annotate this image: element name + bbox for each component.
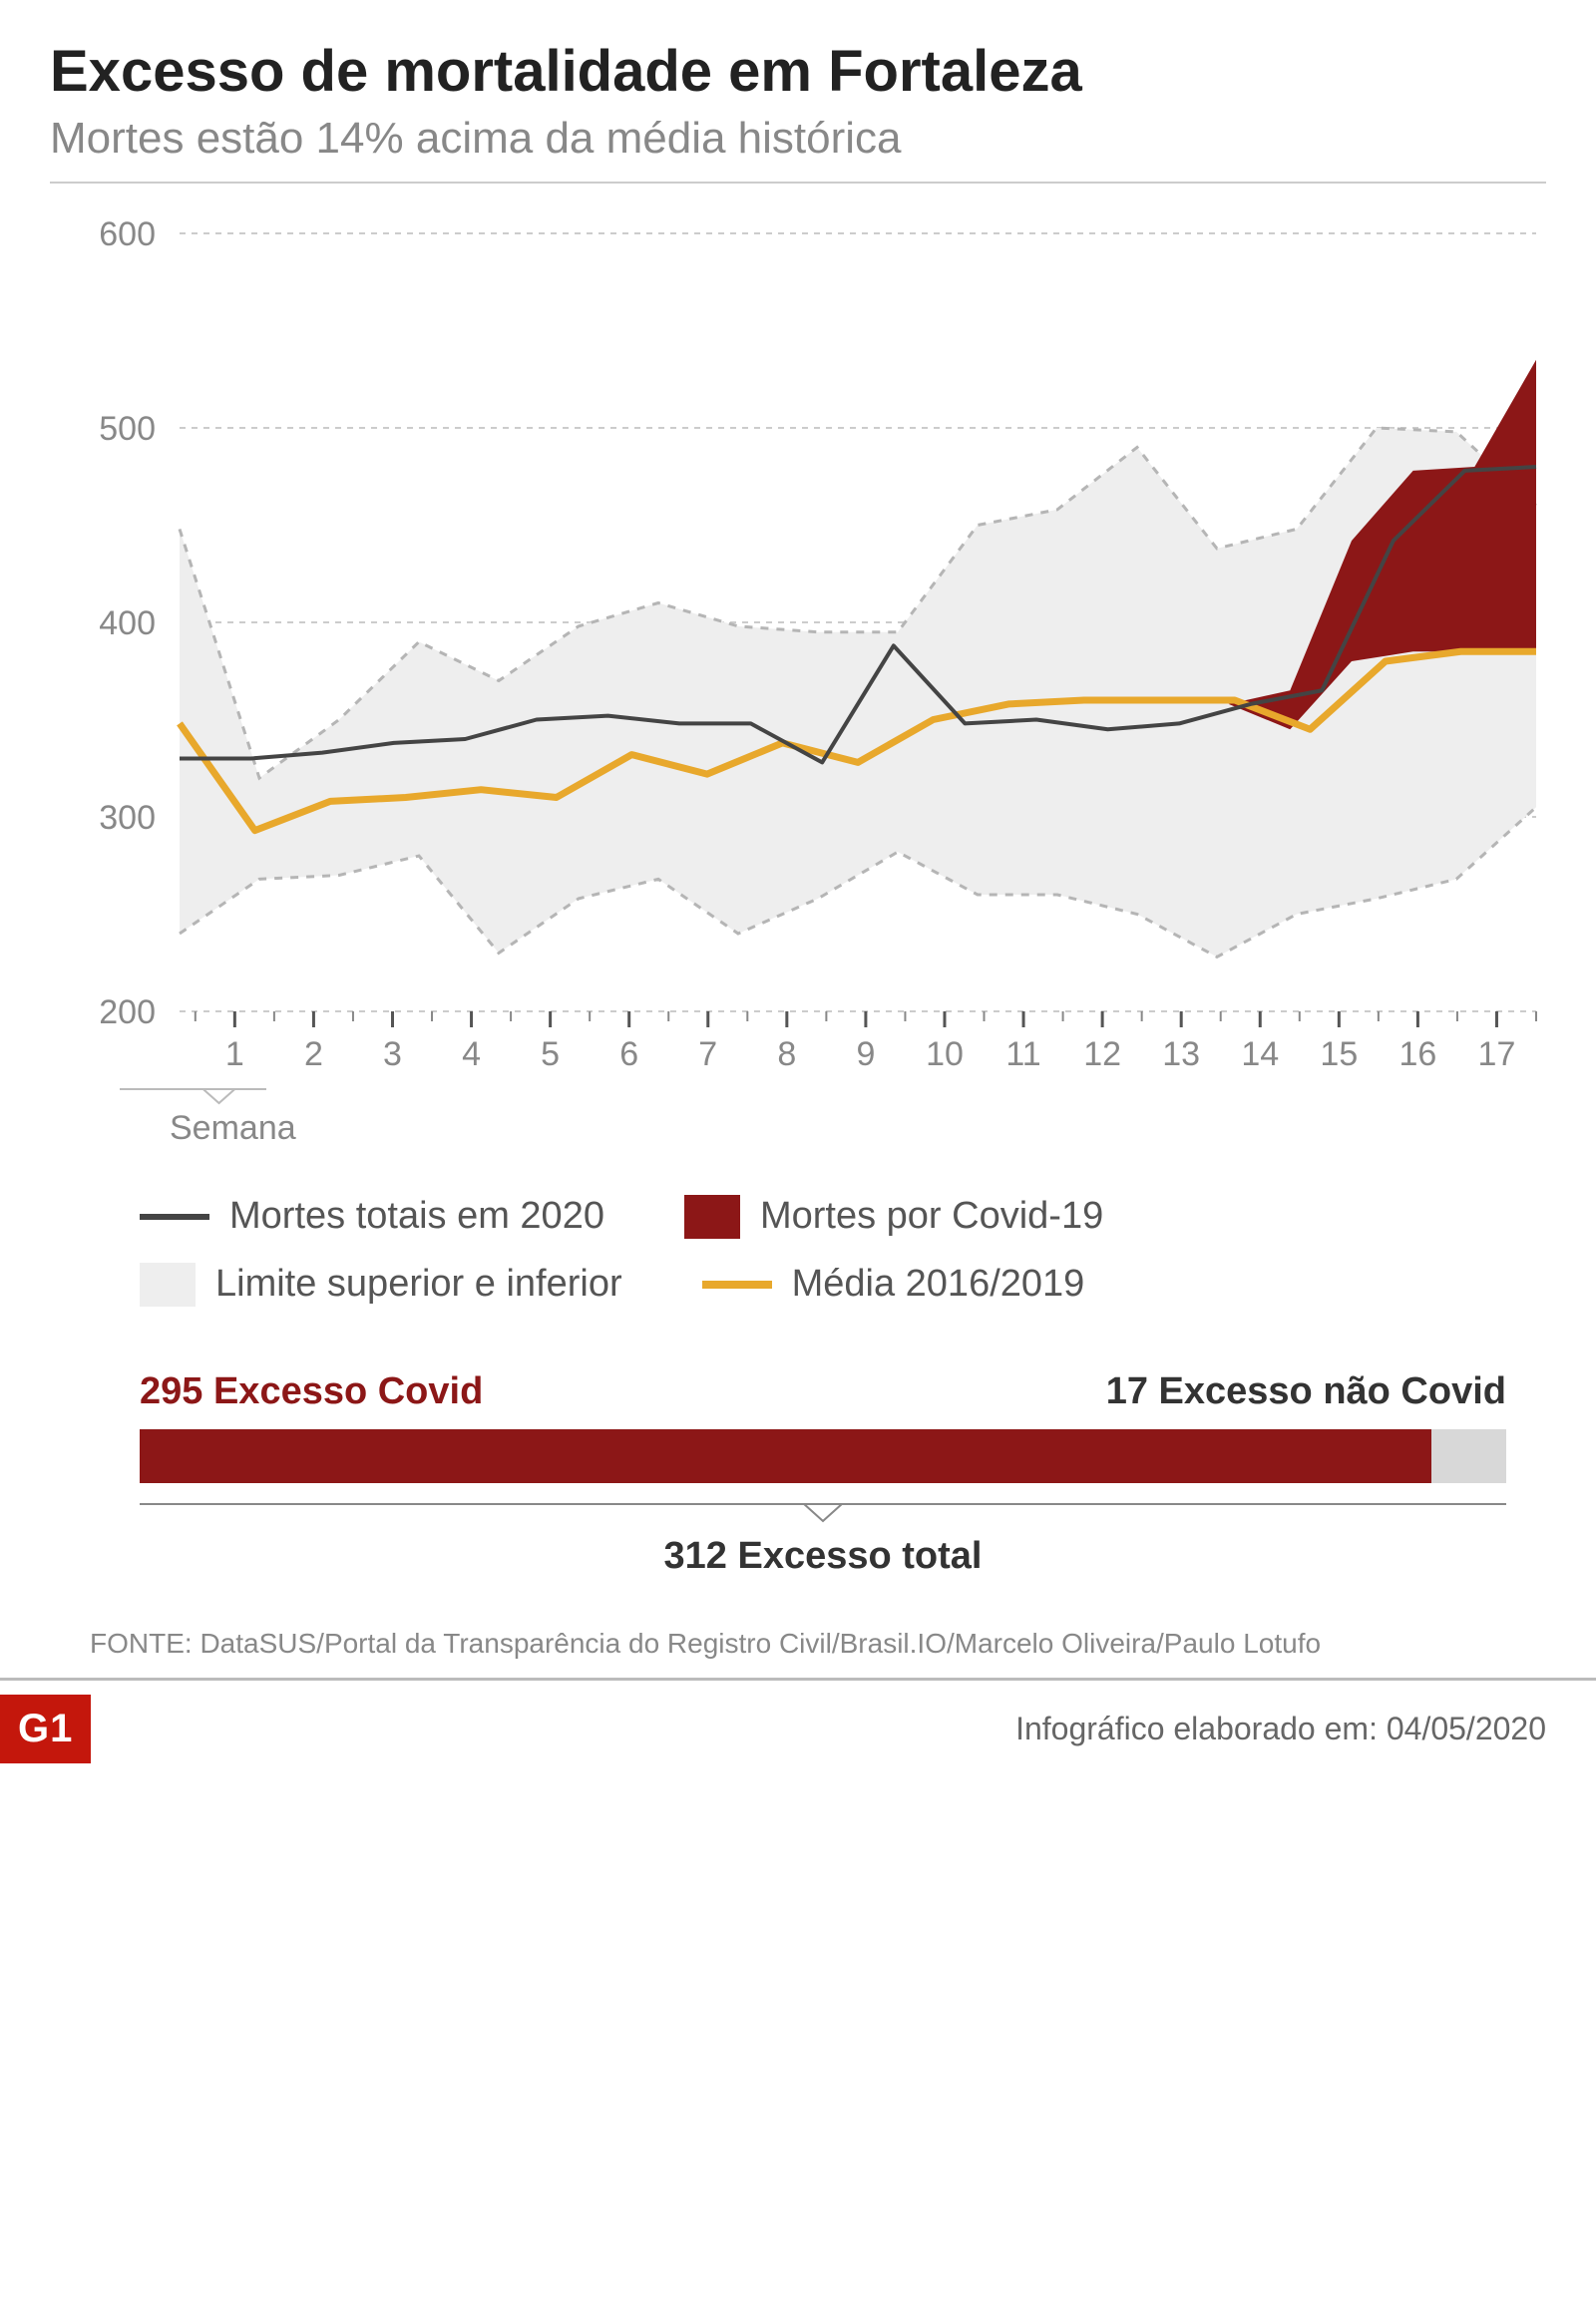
svg-text:400: 400 bbox=[99, 604, 156, 642]
divider-top bbox=[50, 182, 1546, 184]
excess-covid-label: 295 Excesso Covid bbox=[140, 1370, 483, 1413]
legend-label: Média 2016/2019 bbox=[792, 1263, 1085, 1306]
legend-label: Limite superior e inferior bbox=[215, 1263, 622, 1306]
svg-text:16: 16 bbox=[1398, 1035, 1436, 1073]
svg-text:14: 14 bbox=[1241, 1035, 1279, 1073]
legend-item-covid: Mortes por Covid-19 bbox=[684, 1195, 1103, 1239]
excess-bar-covid bbox=[140, 1429, 1431, 1483]
svg-text:300: 300 bbox=[99, 799, 156, 837]
chart-title: Excesso de mortalidade em Fortaleza bbox=[50, 40, 1546, 104]
excess-summary: 295 Excesso Covid 17 Excesso não Covid 3… bbox=[50, 1370, 1546, 1578]
legend-swatch bbox=[140, 1263, 196, 1307]
notch-icon bbox=[140, 1503, 1506, 1523]
svg-text:500: 500 bbox=[99, 410, 156, 448]
excess-total-rule bbox=[140, 1503, 1506, 1523]
svg-text:600: 600 bbox=[99, 215, 156, 253]
chart-subtitle: Mortes estão 14% acima da média históric… bbox=[50, 114, 1546, 164]
svg-text:2: 2 bbox=[304, 1035, 323, 1073]
excess-bar-noncovid bbox=[1431, 1429, 1506, 1483]
svg-text:3: 3 bbox=[383, 1035, 402, 1073]
excess-total-label: 312 Excesso total bbox=[140, 1535, 1506, 1578]
svg-text:Semana: Semana bbox=[170, 1109, 296, 1147]
legend-item-total2020: Mortes totais em 2020 bbox=[140, 1195, 604, 1239]
svg-text:10: 10 bbox=[926, 1035, 964, 1073]
svg-text:6: 6 bbox=[619, 1035, 638, 1073]
legend-item-limits: Limite superior e inferior bbox=[140, 1263, 622, 1307]
svg-text:12: 12 bbox=[1083, 1035, 1121, 1073]
g1-logo: G1 bbox=[0, 1695, 91, 1763]
svg-text:4: 4 bbox=[462, 1035, 481, 1073]
excess-bar bbox=[140, 1429, 1506, 1483]
main-chart: 2003004005006001234567891011121314151617… bbox=[50, 203, 1546, 1161]
excess-noncovid-label: 17 Excesso não Covid bbox=[1106, 1370, 1506, 1413]
svg-text:11: 11 bbox=[1005, 1035, 1040, 1073]
footer-date: Infográfico elaborado em: 04/05/2020 bbox=[1015, 1711, 1546, 1747]
legend-swatch bbox=[140, 1214, 209, 1220]
svg-text:15: 15 bbox=[1320, 1035, 1358, 1073]
svg-text:5: 5 bbox=[541, 1035, 560, 1073]
svg-text:7: 7 bbox=[698, 1035, 717, 1073]
legend-swatch bbox=[684, 1195, 740, 1239]
legend-swatch bbox=[702, 1281, 772, 1289]
svg-text:9: 9 bbox=[856, 1035, 875, 1073]
chart-legend: Mortes totais em 2020 Mortes por Covid-19… bbox=[50, 1161, 1546, 1370]
legend-label: Mortes totais em 2020 bbox=[229, 1195, 604, 1238]
footer: G1 Infográfico elaborado em: 04/05/2020 bbox=[0, 1678, 1596, 1803]
svg-text:200: 200 bbox=[99, 993, 156, 1031]
svg-text:8: 8 bbox=[777, 1035, 796, 1073]
svg-text:1: 1 bbox=[225, 1035, 244, 1073]
legend-item-media: Média 2016/2019 bbox=[702, 1263, 1085, 1307]
svg-text:17: 17 bbox=[1478, 1035, 1516, 1073]
legend-label: Mortes por Covid-19 bbox=[760, 1195, 1103, 1238]
svg-text:13: 13 bbox=[1162, 1035, 1200, 1073]
source-text: FONTE: DataSUS/Portal da Transparência d… bbox=[90, 1628, 1546, 1660]
